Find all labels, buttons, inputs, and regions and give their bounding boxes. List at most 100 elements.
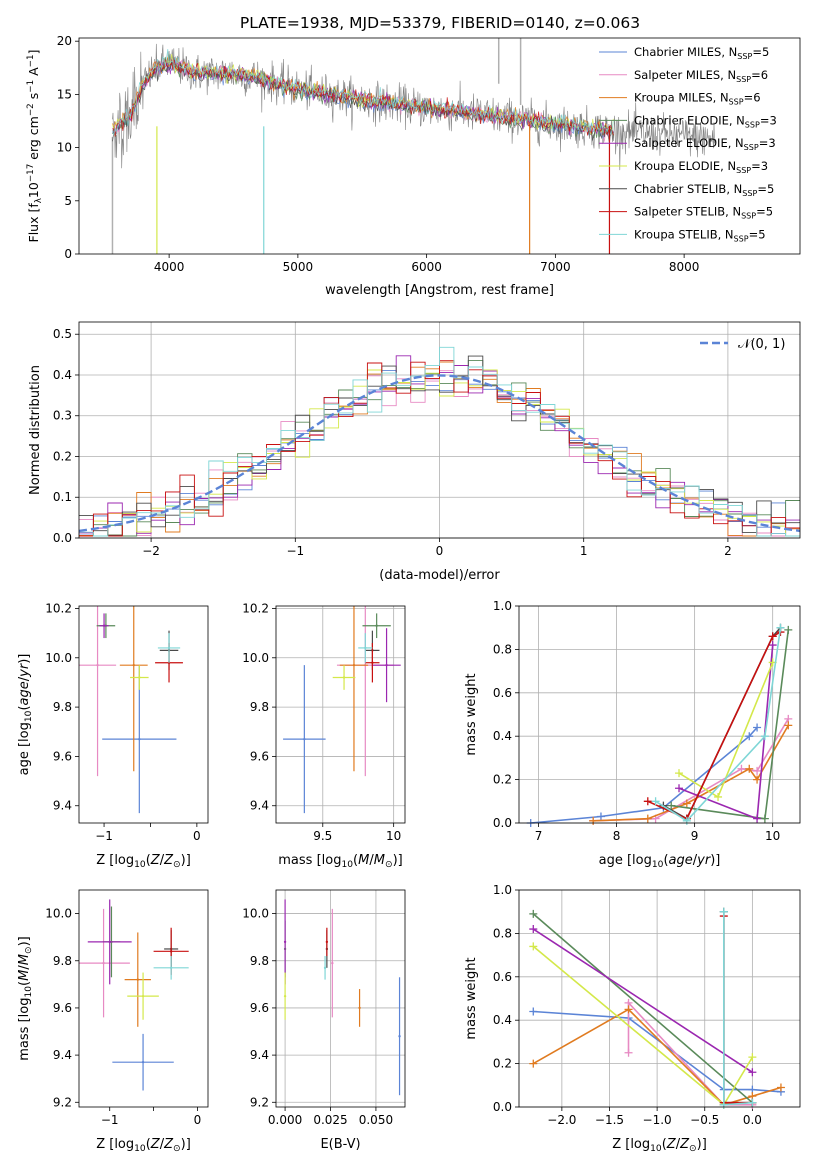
label-part: −17 <box>26 164 36 182</box>
label-part: 10 <box>134 860 146 870</box>
tick-label-x: −2.0 <box>547 1113 576 1127</box>
weight-marker <box>624 1005 633 1014</box>
tick-label-y: 9.4 <box>53 1048 72 1062</box>
tick-label-y: 9.8 <box>53 700 72 714</box>
tick-label-y: 9.2 <box>250 1095 269 1109</box>
x-axis-label: (data-model)/error <box>379 568 500 583</box>
normal-curve <box>79 374 800 533</box>
weight-marker <box>596 812 605 821</box>
axes-weight_vs_Z: −2.0 −1.5 −1.0 −0.5 0.0 0.0 0.2 0.4 0.6 0.8 1.0 Z [… <box>464 883 801 1154</box>
axes-frame <box>78 889 209 1108</box>
label-part: =5 <box>757 182 774 196</box>
label-part: E(B-V) <box>320 1137 360 1152</box>
label-part: 10 <box>134 1144 146 1154</box>
weight-marker <box>714 792 723 801</box>
weight-line <box>532 928 753 1073</box>
tick-label-x: 2 <box>724 544 732 558</box>
legend-label: Chabrier STELIB, NSSP=5 <box>634 182 774 198</box>
tick-label-y: 10.2 <box>45 601 72 615</box>
label-part: Z [log <box>96 1137 134 1152</box>
label-part: age <box>669 853 693 868</box>
label-part: / <box>17 676 32 681</box>
data-point <box>375 624 378 627</box>
y-axis-label: Normed distribution <box>28 365 43 495</box>
legend-label: Salpeter MILES, NSSP=6 <box>634 68 768 84</box>
data-point <box>167 646 171 650</box>
tick-label-y: 10.2 <box>242 601 269 615</box>
tick-label-y: 10.0 <box>45 651 72 665</box>
tick-label-y: 0.3 <box>53 409 72 423</box>
label-part: Z <box>666 1137 677 1152</box>
label-part: )] <box>181 853 191 868</box>
tick-label-y: 0.2 <box>53 449 72 463</box>
label-part: Z <box>163 853 174 868</box>
weight-marker <box>529 1007 538 1016</box>
label-part: SSP <box>734 234 749 243</box>
data-point <box>136 978 139 981</box>
axes-frame <box>78 37 801 255</box>
tick-label-y: 1.0 <box>493 883 512 897</box>
weight-line <box>647 631 781 820</box>
tick-label-x: −2 <box>142 544 160 558</box>
tick-label-x: −1 <box>95 829 113 843</box>
weight-line <box>723 911 753 1104</box>
label-part: Z [log <box>612 1137 650 1152</box>
data-point <box>138 676 141 679</box>
figure-title: PLATE=1938, MJD=53379, FIBERID=0140, z=0… <box>240 14 640 32</box>
label-part: ( <box>17 981 32 986</box>
axes-frame <box>518 889 801 1108</box>
label-part: yr <box>17 662 32 678</box>
weight-marker <box>753 766 762 775</box>
weight-marker <box>643 814 652 823</box>
tick-label-y: 0 <box>64 247 72 261</box>
legend-label: Chabrier MILES, NSSP=5 <box>634 45 769 61</box>
label-part: =3 <box>760 113 777 127</box>
label-part: SSP <box>736 75 751 84</box>
tick-label-y: 9.6 <box>250 1001 269 1015</box>
label-part: ⊙ <box>173 1144 181 1154</box>
label-part: ⊙ <box>385 860 393 870</box>
axes-spectrum: 4000 5000 6000 7000 8000 0 5 10 15 20 wavelength [… <box>26 34 801 298</box>
axes-mass_vs_EBV: 0.000 0.025 0.050 9.2 9.4 9.6 9.8 10.0 E(B-V) <box>242 889 406 1152</box>
label-part: / <box>676 1137 681 1152</box>
label-part: )] <box>17 936 32 946</box>
tick-label-y: 0.0 <box>53 531 72 545</box>
data-point <box>358 1006 361 1010</box>
weight-marker <box>667 801 676 810</box>
legend-label: Salpeter ELODIE, NSSP=3 <box>634 136 776 152</box>
weight-marker <box>753 775 762 784</box>
x-axis-label: mass [log10(M/M⊙)] <box>278 853 402 870</box>
label-part: / <box>17 965 32 970</box>
label-part: yr <box>696 853 712 868</box>
data-point <box>96 663 99 667</box>
label-part: ( <box>146 1137 151 1152</box>
label-part: s <box>26 93 41 104</box>
data-point <box>141 994 145 998</box>
label-part: =6 <box>751 68 768 82</box>
weight-marker <box>760 732 769 741</box>
tick-label-x: 0 <box>436 544 444 558</box>
tick-label-x: −0.5 <box>690 1113 719 1127</box>
data-point <box>169 950 173 953</box>
label-part: / <box>369 853 374 868</box>
tick-label-y: 9.6 <box>53 749 72 763</box>
y-axis-label: mass weight <box>464 957 479 1039</box>
axes-frame <box>275 889 406 1108</box>
tick-label-x: 4000 <box>154 260 185 274</box>
label-part: ( <box>662 1137 667 1152</box>
tick-label-y: 9.8 <box>250 700 269 714</box>
label-part: =3 <box>751 159 768 173</box>
label-part: age [log <box>17 722 32 775</box>
tick-label-x: 0 <box>194 1113 202 1127</box>
weight-marker <box>682 816 691 825</box>
x-axis-label: Z [log10(Z/Z⊙)] <box>96 853 191 870</box>
x-axis-label: age [log10(age/yr)] <box>599 853 721 870</box>
tick-label-y: 9.8 <box>250 954 269 968</box>
tick-label-x: −1.0 <box>643 1113 672 1127</box>
axes-mass_vs_Z: −1 09.29.49.69.810.0Z [log10(Z/Z⊙)]mass [… <box>17 889 209 1154</box>
data-point <box>371 661 374 664</box>
tick-label-y: 10 <box>57 141 72 155</box>
tick-label-x: 0.000 <box>268 1113 302 1127</box>
